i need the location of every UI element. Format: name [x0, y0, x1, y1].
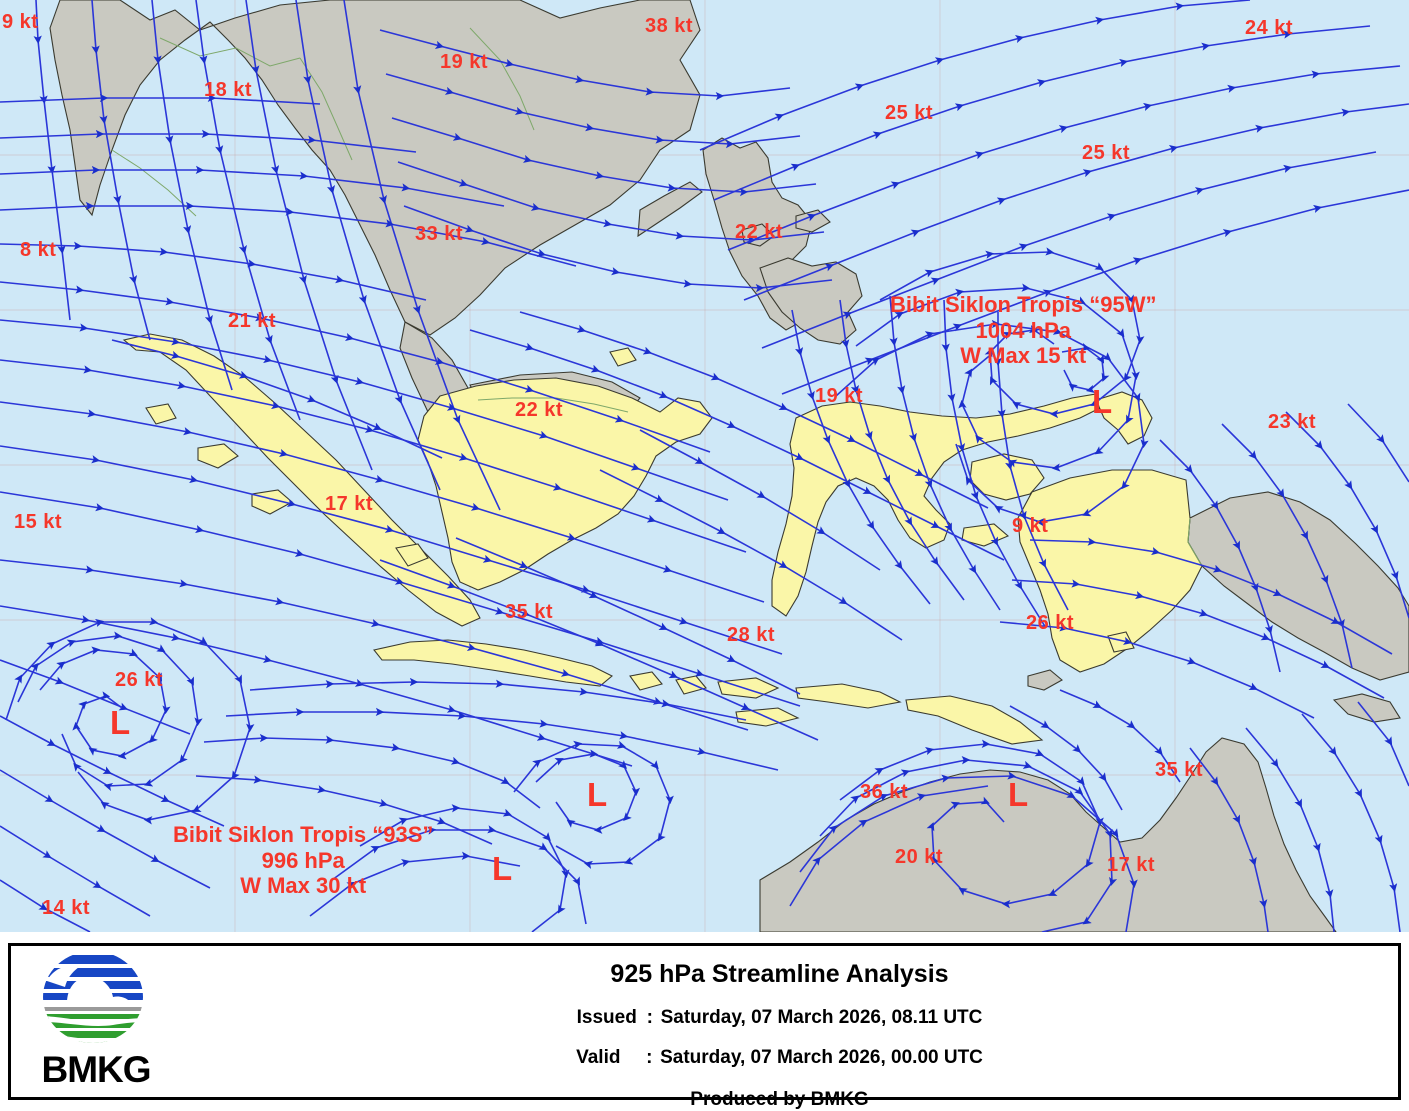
valid-separator: : — [646, 1047, 653, 1068]
produced-by-text: Produced by BMKG — [690, 1089, 869, 1110]
footer-text-block: 925 hPa Streamline Analysis Issued: Satur… — [171, 952, 1388, 1111]
mindanao-landmass — [759, 257, 863, 345]
flores-landmass — [795, 683, 902, 709]
tanimbar-islands — [1027, 669, 1063, 691]
png-tail — [1332, 693, 1401, 723]
analysis-title: 925 hPa Streamline Analysis — [610, 960, 949, 988]
issued-value: Saturday, 07 March 2026, 08.11 UTC — [660, 1007, 983, 1028]
issued-row: Issued: Saturday, 07 March 2026, 08.11 UT… — [171, 1007, 1388, 1029]
footer-panel: BMKG 925 hPa Streamline Analysis Issued:… — [8, 943, 1401, 1110]
issued-separator: : — [646, 1007, 653, 1028]
bmkg-logo: BMKG — [23, 951, 163, 1096]
valid-label: Valid — [576, 1047, 621, 1068]
streamline-group — [0, 0, 1409, 932]
bmkg-logo-text: BMKG — [41, 1049, 151, 1090]
issued-label: Issued — [576, 1007, 637, 1028]
map-canvas: .sl{fill:none;stroke:#2b36d8;stroke-widt… — [0, 0, 1409, 932]
valid-row: Valid: Saturday, 07 March 2026, 00.00 UTC — [171, 1047, 1388, 1069]
bmkg-logo-mark — [43, 951, 143, 1043]
valid-value: Saturday, 07 March 2026, 00.00 UTC — [660, 1047, 983, 1068]
streamline-map: .sl{fill:none;stroke:#2b36d8;stroke-widt… — [0, 0, 1409, 932]
